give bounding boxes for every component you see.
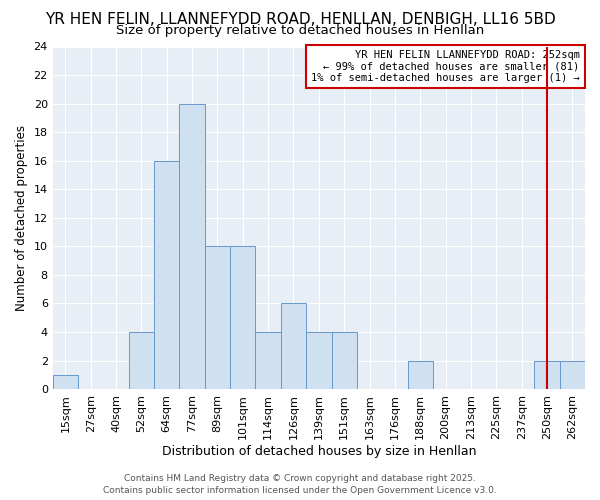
Y-axis label: Number of detached properties: Number of detached properties	[15, 125, 28, 311]
Bar	[560, 360, 585, 389]
Text: Contains HM Land Registry data © Crown copyright and database right 2025.
Contai: Contains HM Land Registry data © Crown c…	[103, 474, 497, 495]
Bar	[256, 332, 281, 389]
Bar	[332, 332, 357, 389]
Bar	[129, 332, 154, 389]
Bar	[281, 304, 306, 389]
Bar	[407, 360, 433, 389]
Text: YR HEN FELIN LLANNEFYDD ROAD: 252sqm
← 99% of detached houses are smaller (81)
1: YR HEN FELIN LLANNEFYDD ROAD: 252sqm ← 9…	[311, 50, 580, 83]
Bar	[179, 104, 205, 389]
Bar	[154, 160, 179, 389]
X-axis label: Distribution of detached houses by size in Henllan: Distribution of detached houses by size …	[161, 444, 476, 458]
Bar	[205, 246, 230, 389]
Text: YR HEN FELIN, LLANNEFYDD ROAD, HENLLAN, DENBIGH, LL16 5BD: YR HEN FELIN, LLANNEFYDD ROAD, HENLLAN, …	[44, 12, 556, 28]
Bar	[53, 375, 78, 389]
Bar	[230, 246, 256, 389]
Bar	[306, 332, 332, 389]
Text: Size of property relative to detached houses in Henllan: Size of property relative to detached ho…	[116, 24, 484, 37]
Bar	[535, 360, 560, 389]
